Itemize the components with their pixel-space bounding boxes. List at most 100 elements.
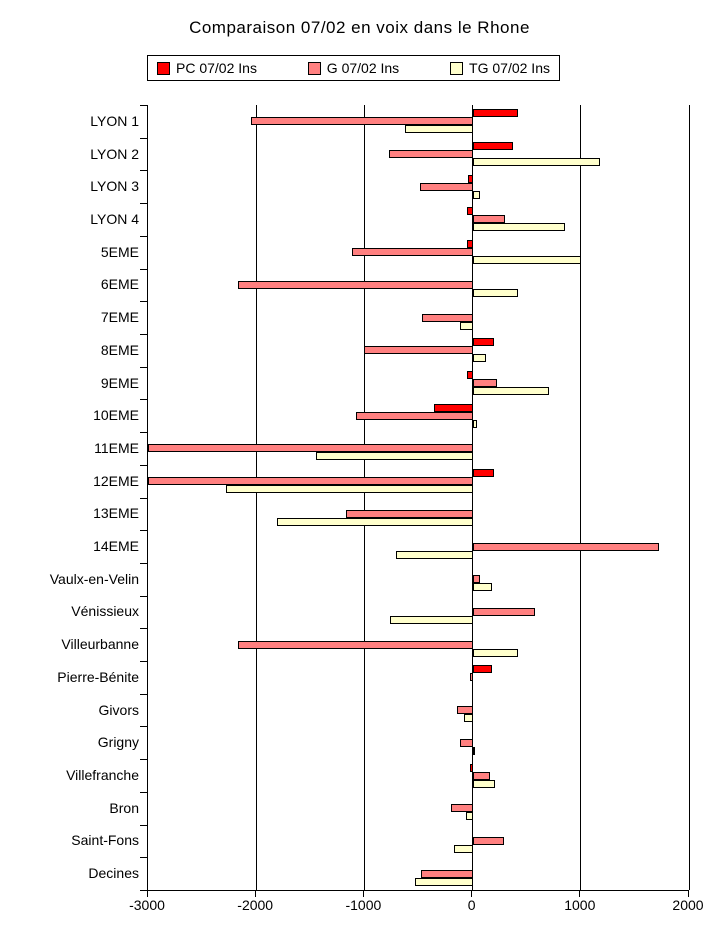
bar-10eme-series-0 [434, 403, 473, 412]
gridline-x-1000 [580, 105, 582, 890]
bar-13eme-series-2 [277, 517, 473, 526]
category-label-14eme: 14EME [93, 538, 139, 555]
y-axis-tick [140, 726, 147, 728]
bar-5eme-series-1 [352, 248, 473, 257]
category-label-grigny: Grigny [97, 734, 139, 751]
y-axis-tick [140, 235, 147, 237]
bar-9eme-series-1 [472, 379, 498, 388]
category-label-lyon-3: LYON 3 [90, 178, 139, 195]
bar-11eme-series-1 [148, 444, 473, 453]
bar-lyon-4-series-1 [472, 215, 506, 224]
category-label-villefranche: Villefranche [66, 767, 139, 784]
bar-lyon-1-series-1 [250, 117, 473, 126]
y-axis-tick [140, 824, 147, 826]
bar-14eme-series-2 [395, 550, 473, 559]
bar-12eme-series-1 [148, 477, 473, 486]
bar-lyon-4-series-0 [467, 207, 473, 216]
category-label-pierre-b-nite: Pierre-Bénite [57, 668, 139, 685]
category-label-v-nissieux: Vénissieux [71, 603, 139, 620]
g-series-swatch-icon [307, 61, 321, 75]
bar-8eme-series-0 [472, 338, 495, 347]
y-axis-tick [140, 105, 147, 106]
legend-item-g: G 07/02 Ins [307, 60, 400, 76]
y-axis-tick [140, 268, 147, 270]
plot-area [147, 105, 690, 891]
y-axis-tick [140, 497, 147, 499]
bar-givors-series-2 [464, 714, 473, 723]
bar-7eme-series-2 [460, 321, 473, 330]
gridline-x--2000 [255, 105, 257, 890]
y-axis-tick [140, 366, 147, 368]
bar-6eme-series-2 [472, 288, 519, 297]
x-axis-tick-1000 [579, 890, 581, 897]
bar-12eme-series-0 [472, 469, 494, 478]
legend-label-pc: PC 07/02 Ins [176, 60, 257, 76]
y-axis-tick [140, 693, 147, 695]
category-label-11eme: 11EME [94, 439, 139, 456]
category-label-5eme: 5EME [100, 243, 139, 260]
category-label-6eme: 6EME [100, 276, 139, 293]
bar-12eme-series-2 [226, 485, 473, 494]
gridline-x--1000 [363, 105, 365, 890]
bar-villeurbanne-series-1 [238, 640, 473, 649]
y-axis-tick [140, 137, 147, 139]
bar-5eme-series-2 [472, 256, 581, 265]
category-label-lyon-2: LYON 2 [90, 145, 139, 162]
bar-villefranche-series-2 [472, 779, 496, 788]
y-axis-tick [140, 791, 147, 793]
bar-6eme-series-1 [238, 280, 473, 289]
y-axis-tick [140, 464, 147, 466]
bar-v-nissieux-series-2 [389, 615, 473, 624]
gridline-x-0 [472, 105, 474, 890]
category-label-13eme: 13EME [93, 505, 139, 522]
category-label-saint-fons: Saint-Fons [71, 832, 139, 849]
bar-7eme-series-1 [422, 313, 473, 322]
bar-villefranche-series-1 [472, 771, 490, 780]
bar-pierre-b-nite-series-1 [470, 673, 473, 682]
chart-title: Comparaison 07/02 en voix dans le Rhone [189, 18, 530, 37]
y-axis-tick [140, 333, 147, 335]
bar-villefranche-series-0 [470, 763, 473, 772]
bar-bron-series-1 [450, 804, 473, 813]
category-label-10eme: 10EME [93, 407, 139, 424]
y-axis-tick [140, 890, 147, 891]
y-axis-tick [140, 432, 147, 434]
y-axis-tick [140, 628, 147, 630]
bar-5eme-series-0 [467, 240, 473, 249]
category-label-vaulx-en-velin: Vaulx-en-Velin [49, 570, 139, 587]
bar-givors-series-1 [456, 706, 473, 715]
legend-item-tg: TG 07/02 Ins [450, 60, 550, 76]
bar-lyon-1-series-2 [404, 125, 473, 134]
bar-decines-series-2 [414, 877, 473, 886]
bar-lyon-1-series-0 [472, 109, 519, 118]
category-label-12eme: 12EME [93, 472, 139, 489]
bar-lyon-3-series-1 [419, 182, 473, 191]
x-tick-label--3000: -3000 [129, 897, 165, 913]
legend: PC 07/02 Ins G 07/02 Ins TG 07/02 Ins [147, 55, 560, 81]
bar-lyon-4-series-2 [472, 223, 566, 232]
category-label-bron: Bron [109, 799, 139, 816]
bar-lyon-2-series-2 [472, 158, 600, 167]
legend-label-tg: TG 07/02 Ins [469, 60, 550, 76]
bar-villeurbanne-series-2 [472, 648, 519, 657]
x-axis-tick--2000 [254, 890, 256, 897]
x-tick-label--2000: -2000 [237, 897, 274, 913]
y-axis-tick [140, 399, 147, 401]
bar-14eme-series-1 [472, 542, 660, 551]
bar-lyon-3-series-2 [472, 190, 480, 199]
y-axis-tick [140, 562, 147, 564]
bar-vaulx-en-velin-series-2 [472, 583, 492, 592]
bar-vaulx-en-velin-series-1 [472, 575, 480, 584]
tg-series-swatch-icon [450, 61, 464, 75]
bar-10eme-series-2 [472, 419, 477, 428]
bar-10eme-series-1 [356, 411, 473, 420]
bar-13eme-series-1 [346, 509, 473, 518]
bar-saint-fons-series-2 [453, 844, 473, 853]
bar-lyon-3-series-0 [468, 174, 473, 183]
bar-9eme-series-2 [472, 387, 549, 396]
bar-grigny-series-2 [472, 746, 476, 755]
category-label-givors: Givors [98, 701, 139, 718]
bar-grigny-series-1 [460, 738, 473, 747]
bar-lyon-2-series-1 [388, 150, 473, 159]
legend-label-g: G 07/02 Ins [326, 60, 400, 76]
